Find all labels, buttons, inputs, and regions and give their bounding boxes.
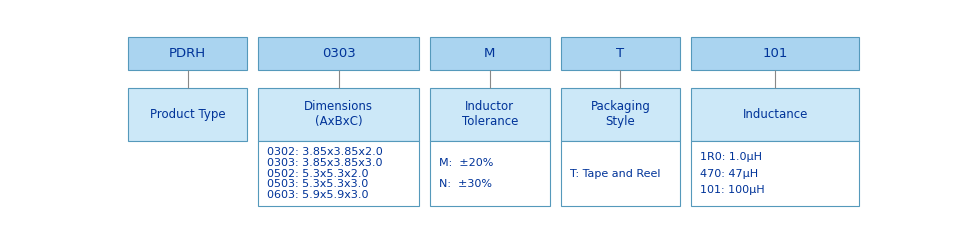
Text: PDRH: PDRH — [169, 47, 206, 60]
Text: 1R0: 1.0μH: 1R0: 1.0μH — [700, 152, 763, 162]
FancyBboxPatch shape — [258, 87, 419, 141]
Text: Packaging
Style: Packaging Style — [590, 100, 650, 128]
Text: 101: 101 — [763, 47, 788, 60]
Text: M:  ±20%: M: ±20% — [439, 158, 493, 168]
FancyBboxPatch shape — [560, 141, 680, 206]
FancyBboxPatch shape — [258, 141, 419, 206]
Text: 0303: 3.85x3.85x3.0: 0303: 3.85x3.85x3.0 — [268, 158, 383, 168]
Text: 0603: 5.9x5.9x3.0: 0603: 5.9x5.9x3.0 — [268, 190, 369, 200]
Text: Dimensions
(AxBxC): Dimensions (AxBxC) — [304, 100, 374, 128]
FancyBboxPatch shape — [430, 141, 550, 206]
Text: T: Tape and Reel: T: Tape and Reel — [570, 168, 661, 179]
FancyBboxPatch shape — [430, 37, 550, 70]
Text: Inductance: Inductance — [742, 108, 808, 121]
Text: Product Type: Product Type — [149, 108, 225, 121]
Text: 0503: 5.3x5.3x3.0: 0503: 5.3x5.3x3.0 — [268, 179, 369, 190]
Text: 0303: 0303 — [322, 47, 355, 60]
FancyBboxPatch shape — [560, 37, 680, 70]
FancyBboxPatch shape — [691, 37, 859, 70]
Text: M: M — [484, 47, 496, 60]
Text: 470: 47μH: 470: 47μH — [700, 168, 759, 179]
FancyBboxPatch shape — [691, 141, 859, 206]
FancyBboxPatch shape — [128, 87, 247, 141]
Text: 101: 100μH: 101: 100μH — [700, 185, 765, 195]
Text: T: T — [616, 47, 624, 60]
Text: 0502: 5.3x5.3x2.0: 0502: 5.3x5.3x2.0 — [268, 168, 369, 179]
Text: N:  ±30%: N: ±30% — [439, 179, 492, 190]
FancyBboxPatch shape — [258, 37, 419, 70]
FancyBboxPatch shape — [691, 87, 859, 141]
Text: Inductor
Tolerance: Inductor Tolerance — [461, 100, 518, 128]
Text: 0302: 3.85x3.85x2.0: 0302: 3.85x3.85x2.0 — [268, 147, 383, 157]
FancyBboxPatch shape — [430, 87, 550, 141]
FancyBboxPatch shape — [128, 37, 247, 70]
FancyBboxPatch shape — [560, 87, 680, 141]
